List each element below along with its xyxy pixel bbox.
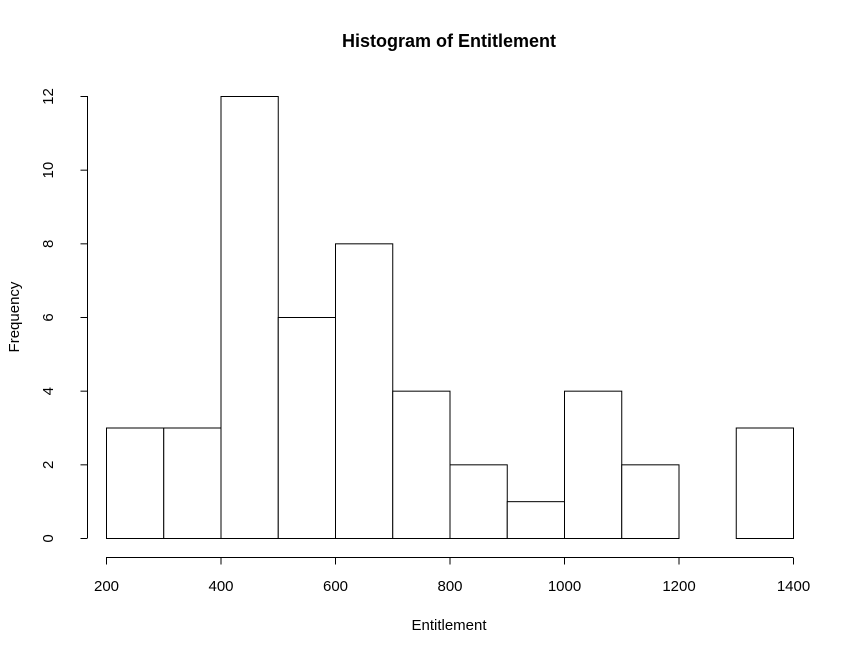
histogram-bar bbox=[335, 243, 394, 539]
histogram-bar bbox=[735, 427, 794, 539]
y-tick-label: 4 bbox=[40, 387, 57, 395]
histogram-bar bbox=[163, 427, 222, 539]
x-tick-label: 400 bbox=[208, 578, 233, 595]
x-tick-label: 800 bbox=[437, 578, 462, 595]
y-axis: 0 2 4 6 8 10 12 bbox=[40, 88, 88, 543]
bars-group bbox=[106, 96, 794, 540]
histogram-bar bbox=[277, 317, 336, 539]
chart-title: Histogram of Entitlement bbox=[342, 31, 556, 51]
x-tick-label: 200 bbox=[94, 578, 119, 595]
x-axis: 200 400 600 800 1000 1200 1400 bbox=[94, 557, 810, 595]
y-tick-label: 12 bbox=[40, 88, 57, 105]
x-axis-label: Entitlement bbox=[411, 617, 487, 634]
histogram-bar bbox=[506, 501, 565, 539]
histogram-bar bbox=[621, 464, 680, 540]
x-tick-label: 600 bbox=[323, 578, 348, 595]
x-tick-label: 1000 bbox=[548, 578, 581, 595]
y-tick-label: 10 bbox=[40, 162, 57, 179]
histogram-bar bbox=[449, 464, 508, 540]
y-tick-label: 2 bbox=[40, 461, 57, 469]
y-tick-label: 0 bbox=[40, 534, 57, 542]
x-tick-label: 1400 bbox=[777, 578, 810, 595]
x-tick-label: 1200 bbox=[662, 578, 695, 595]
histogram-bar bbox=[106, 427, 165, 539]
y-axis-label: Frequency bbox=[6, 281, 23, 352]
histogram-bar bbox=[564, 390, 623, 539]
histogram-bar bbox=[392, 390, 451, 539]
y-tick-label: 8 bbox=[40, 240, 57, 248]
histogram-bar bbox=[220, 96, 279, 539]
y-tick-label: 6 bbox=[40, 313, 57, 321]
